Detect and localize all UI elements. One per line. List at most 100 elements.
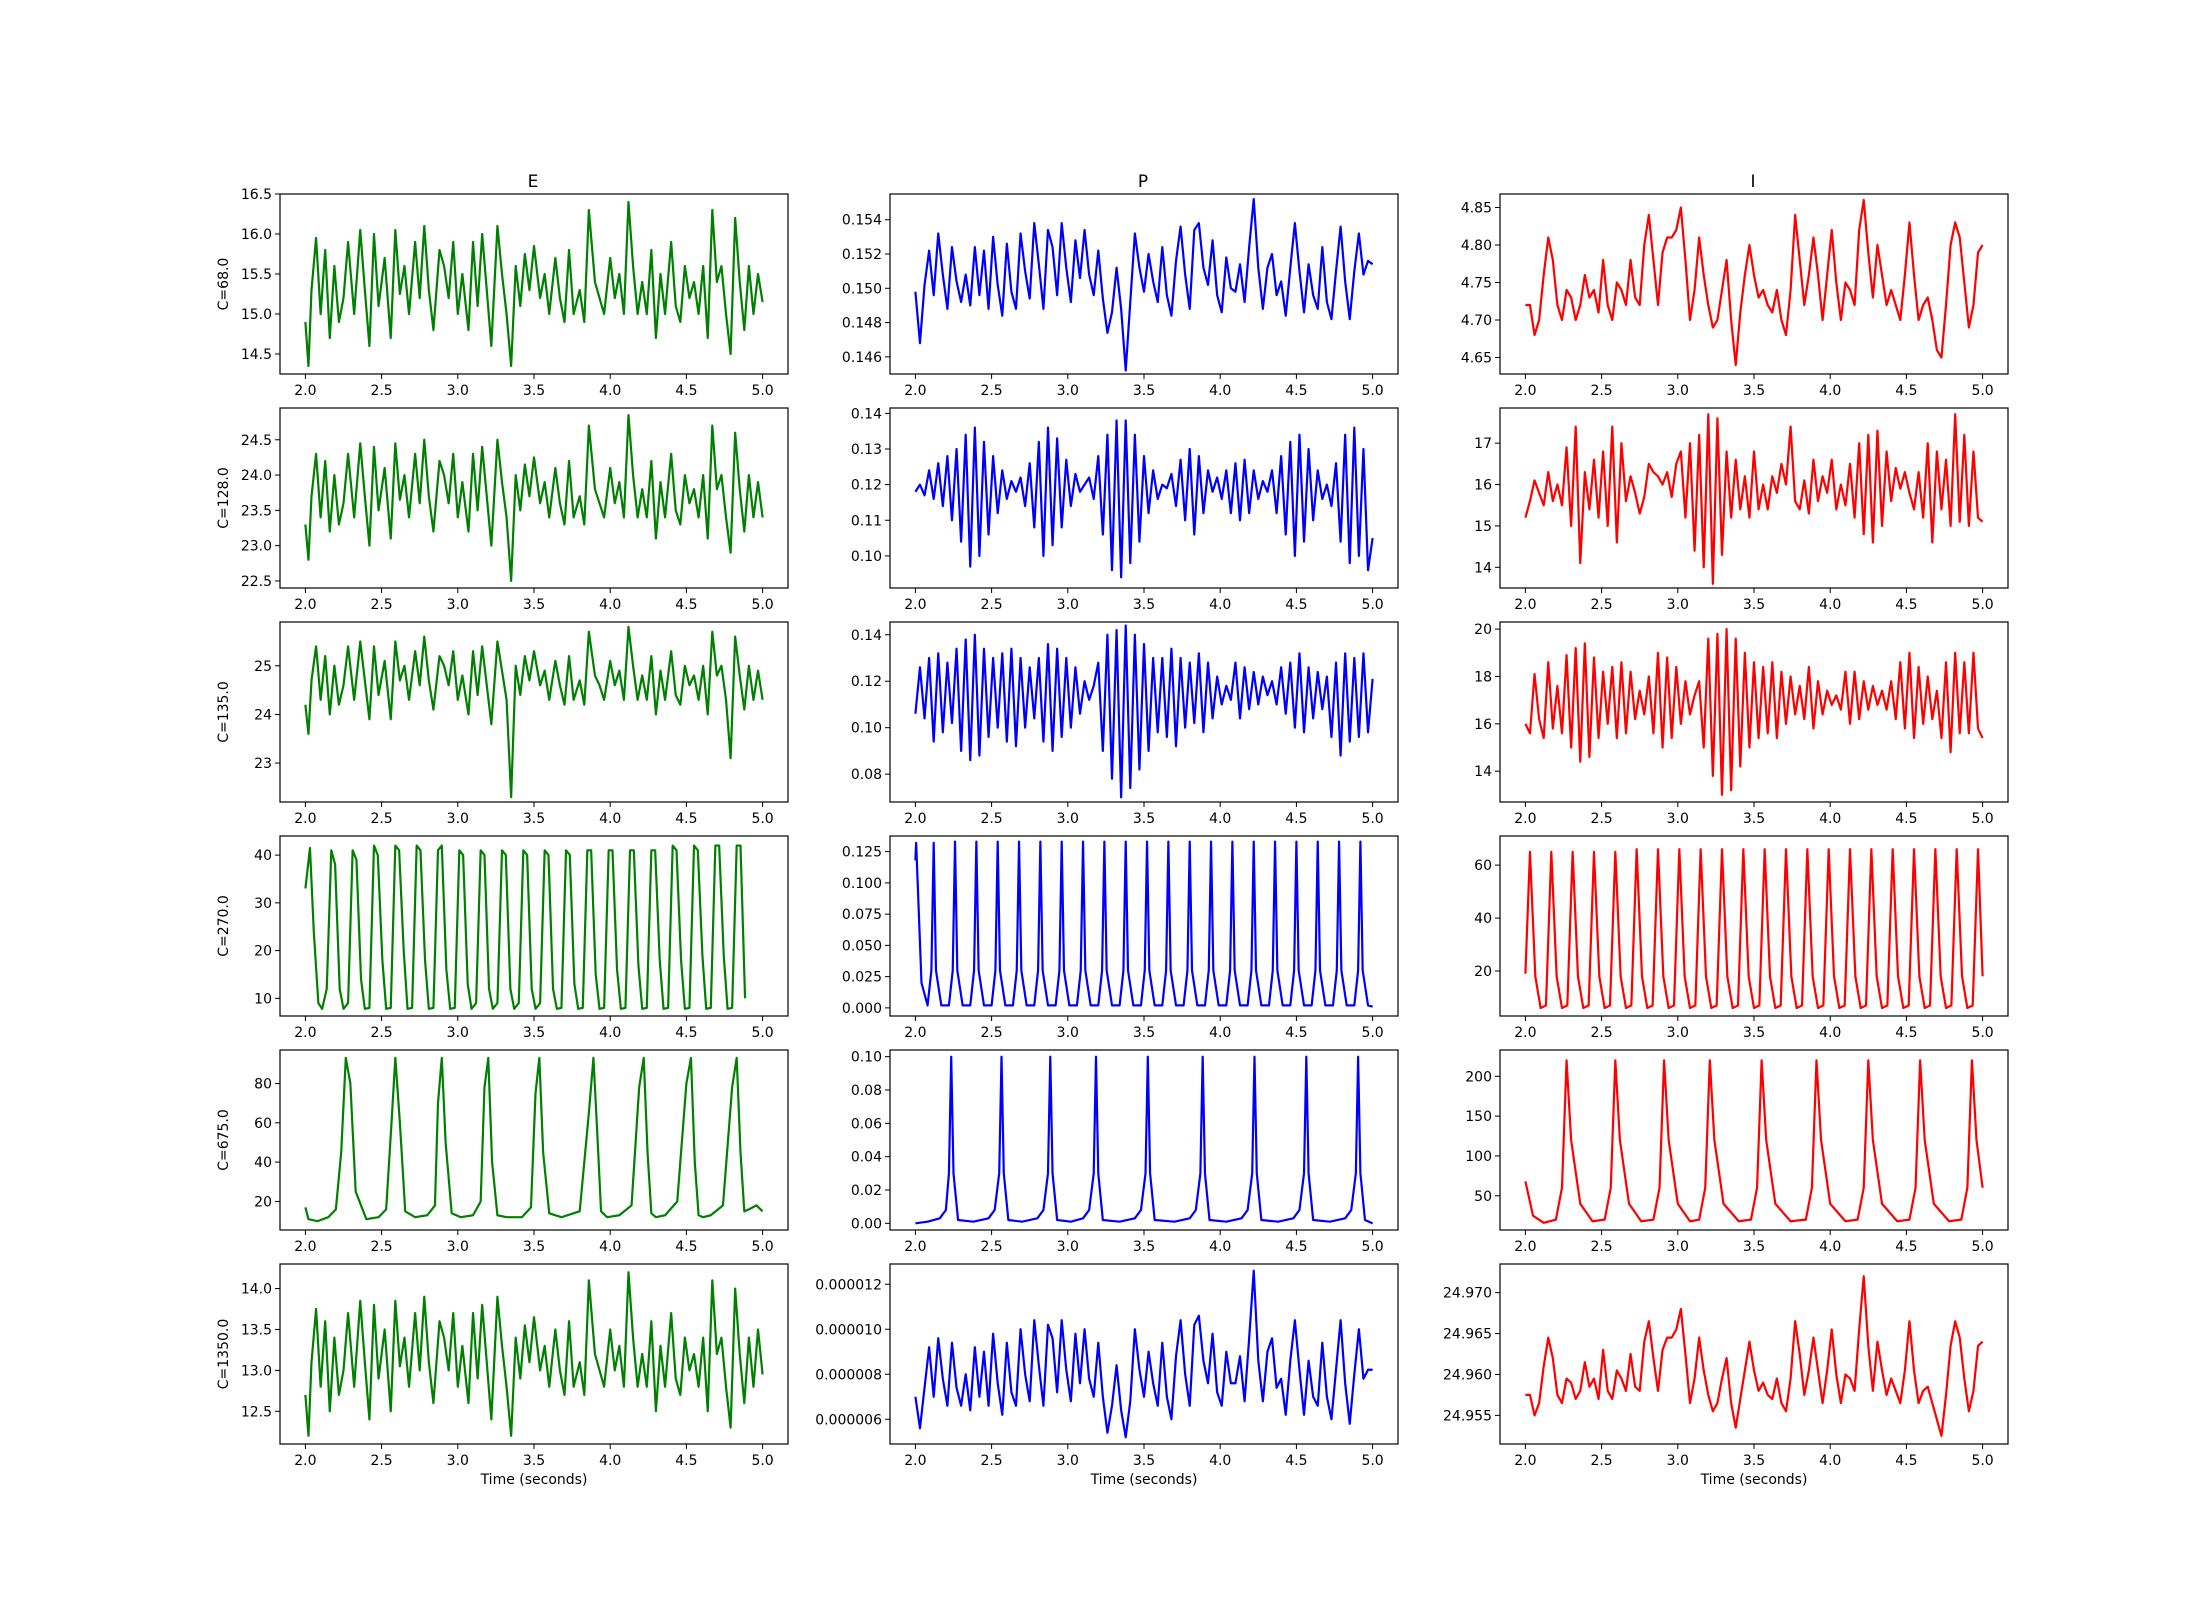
x-tick-label: 3.0	[1667, 383, 1689, 399]
x-tick-label: 2.5	[1590, 811, 1612, 827]
x-tick-label: 3.0	[1667, 597, 1689, 613]
subplot-r2-c0: 2.0 2.5 3.0 3.5 4.0 4.5 5.0 23 24 25 C=135.0	[216, 621, 789, 827]
x-tick-label: 4.5	[675, 597, 697, 613]
x-tick-label: 4.0	[1209, 1025, 1231, 1041]
x-tick-label: 3.0	[447, 811, 469, 827]
y-tick-label: 40	[254, 848, 272, 864]
subplot-r1-c0: 2.0 2.5 3.0 3.5 4.0 4.5 5.0 22.5 23.0 23.5 24.0 24.…	[216, 407, 789, 613]
column-title-e: E	[528, 172, 539, 192]
y-tick-label: 0.000	[842, 1001, 882, 1017]
x-tick-label: 2.5	[980, 811, 1002, 827]
y-tick-label: 60	[254, 1116, 272, 1132]
y-tick-label: 0.075	[842, 907, 882, 923]
y-tick-label: 0.000012	[815, 1277, 882, 1293]
subplot-r0-c1: 2.0 2.5 3.0 3.5 4.0 4.5 5.0 0.146 0.148 0.150 0.15…	[842, 193, 1399, 399]
x-tick-label: 4.0	[599, 1025, 621, 1041]
y-tick-label: 150	[1465, 1109, 1492, 1125]
x-tick-label: 3.0	[1057, 1239, 1079, 1255]
x-tick-label: 3.0	[1667, 1453, 1689, 1469]
x-tick-label: 2.5	[1590, 1453, 1612, 1469]
series-line-r4-c0	[304, 1056, 764, 1223]
series-line-r1-c2	[1524, 413, 1984, 585]
x-tick-label: 4.0	[1819, 1239, 1841, 1255]
subplot-r0-c0: 2.0 2.5 3.0 3.5 4.0 4.5 5.0 14.5 15.0 15.5 16.0 16.…	[216, 187, 789, 399]
y-tick-label: 0.000010	[815, 1322, 882, 1338]
subplot-r4-c1: 2.0 2.5 3.0 3.5 4.0 4.5 5.0 0.00 0.02 0.04 0.06 0.0…	[851, 1049, 1399, 1255]
x-tick-label: 3.0	[447, 383, 469, 399]
x-tick-label: 5.0	[751, 383, 773, 399]
x-tick-label: 3.5	[523, 811, 545, 827]
y-tick-label: 24.970	[1443, 1286, 1492, 1302]
y-tick-label: 0.14	[851, 406, 882, 422]
x-tick-label: 4.0	[1209, 597, 1231, 613]
x-tick-label: 3.5	[1133, 597, 1155, 613]
x-tick-label: 2.5	[370, 1025, 392, 1041]
x-tick-label: 5.0	[1361, 1025, 1383, 1041]
y-tick-label: 17	[1474, 436, 1492, 452]
x-tick-label: 4.5	[1285, 1453, 1307, 1469]
y-tick-label: 12.5	[241, 1404, 272, 1420]
series-line-r2-c2	[1524, 628, 1984, 796]
y-tick-label: 4.65	[1461, 351, 1492, 367]
x-tick-label: 3.0	[1057, 383, 1079, 399]
x-tick-label: 2.5	[1590, 383, 1612, 399]
series-line-r4-c2	[1524, 1059, 1984, 1224]
x-tick-label: 5.0	[1971, 597, 1993, 613]
y-tick-label: 15.5	[241, 267, 272, 283]
x-tick-label: 2.0	[904, 1239, 926, 1255]
x-axis-label: Time (seconds)	[1090, 1472, 1198, 1488]
series-line-r5-c2	[1525, 1275, 1984, 1437]
x-tick-label: 3.5	[1133, 1239, 1155, 1255]
column-title-p: P	[1138, 172, 1148, 192]
y-tick-label: 14	[1474, 764, 1492, 780]
series-line-r2-c1	[914, 624, 1374, 799]
x-tick-label: 5.0	[751, 1025, 773, 1041]
x-tick-label: 4.0	[599, 1453, 621, 1469]
x-tick-label: 3.0	[1667, 1239, 1689, 1255]
x-tick-label: 2.0	[294, 383, 316, 399]
y-tick-label: 0.000006	[815, 1412, 882, 1428]
subplot-r5-c1: 2.0 2.5 3.0 3.5 4.0 4.5 5.0 0.000006 0.000008 0.0…	[815, 1263, 1399, 1488]
y-tick-label: 0.00	[851, 1216, 882, 1232]
y-tick-label: 0.146	[842, 350, 882, 366]
y-tick-label: 0.148	[842, 316, 882, 332]
x-tick-label: 4.5	[1285, 1239, 1307, 1255]
x-tick-label: 4.0	[1209, 1453, 1231, 1469]
y-tick-label: 0.125	[842, 845, 882, 861]
y-tick-label: 24.0	[241, 468, 272, 484]
x-axis-label: Time (seconds)	[480, 1472, 588, 1488]
y-tick-label: 18	[1474, 669, 1492, 685]
x-tick-label: 4.5	[675, 1025, 697, 1041]
y-tick-label: 80	[254, 1076, 272, 1092]
x-tick-label: 3.0	[1057, 811, 1079, 827]
x-tick-label: 4.0	[1819, 383, 1841, 399]
y-axis-label: C=68.0	[216, 258, 232, 311]
y-tick-label: 4.85	[1461, 201, 1492, 217]
x-tick-label: 3.5	[523, 1025, 545, 1041]
y-tick-label: 22.5	[241, 574, 272, 590]
x-tick-label: 3.0	[447, 1239, 469, 1255]
y-tick-label: 0.152	[842, 247, 882, 263]
subplot-r0-c2: 2.0 2.5 3.0 3.5 4.0 4.5 5.0 4.65 4.70 4.75 4.80 4.8…	[1461, 193, 2009, 399]
x-tick-label: 3.5	[1743, 811, 1765, 827]
x-tick-label: 3.0	[1057, 597, 1079, 613]
y-tick-label: 0.08	[851, 1083, 882, 1099]
x-tick-label: 3.5	[523, 597, 545, 613]
x-tick-label: 2.5	[980, 383, 1002, 399]
subplot-r5-c2: 2.0 2.5 3.0 3.5 4.0 4.5 5.0 24.955 24.960 24.965 2…	[1443, 1263, 2009, 1488]
x-tick-label: 3.5	[1743, 1025, 1765, 1041]
x-tick-label: 3.5	[1133, 811, 1155, 827]
x-tick-label: 3.5	[1133, 1025, 1155, 1041]
subplot-r2-c1: 2.0 2.5 3.0 3.5 4.0 4.5 5.0 0.08 0.10 0.12 0.14	[851, 621, 1399, 827]
y-tick-label: 16	[1474, 478, 1492, 494]
x-tick-label: 4.5	[1895, 1025, 1917, 1041]
x-tick-label: 2.0	[904, 811, 926, 827]
x-tick-label: 2.0	[1514, 811, 1536, 827]
series-line-r3-c2	[1524, 848, 1984, 1010]
y-tick-label: 20	[254, 944, 272, 960]
x-tick-label: 5.0	[1971, 383, 1993, 399]
y-tick-label: 24.5	[241, 433, 272, 449]
x-tick-label: 4.0	[1819, 1453, 1841, 1469]
y-axis-label: C=135.0	[216, 681, 232, 743]
series-line-r0-c1	[914, 198, 1374, 372]
